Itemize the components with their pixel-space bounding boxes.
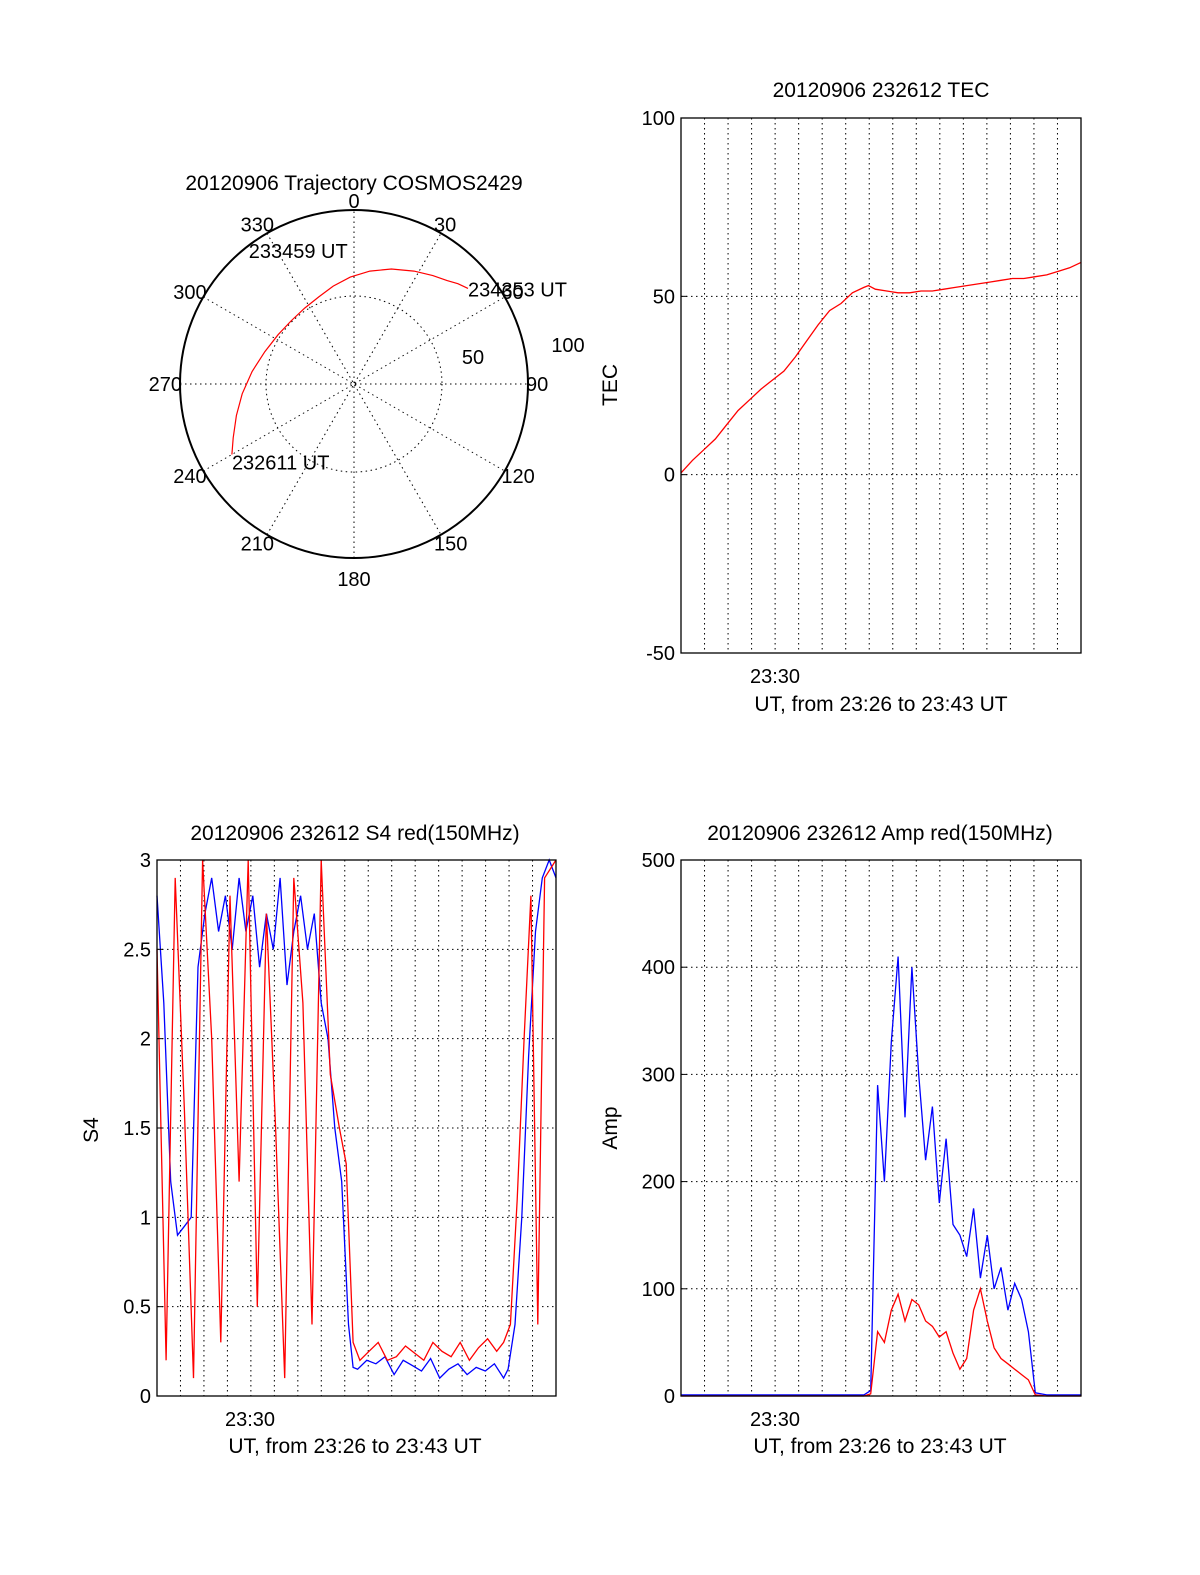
- s4-x-axis-label: UT, from 23:26 to 23:43 UT: [228, 1435, 481, 1458]
- s4-x-tick-label: 23:30: [225, 1409, 275, 1431]
- polar-azimuth-label: 330: [241, 215, 274, 237]
- s4-y-ticks: 0 0.5 1 1.5 2 2.5 3: [123, 850, 163, 1408]
- amp-series-line-1: [681, 1286, 1081, 1397]
- tec-y-tick-label: -50: [646, 643, 675, 665]
- amp-panel: 20120906 232612 Amp red(150MHz) 0 100 200 3…: [599, 822, 1082, 1458]
- s4-y-tick-label: 0: [140, 1386, 151, 1408]
- tec-y-tick-label: 0: [664, 465, 675, 487]
- tec-series-line-0: [680, 261, 1082, 474]
- tec-frame: [680, 117, 1082, 654]
- s4-title: 20120906 232612 S4 red(150MHz): [190, 822, 519, 845]
- tec-title: 20120906 232612 TEC: [773, 79, 990, 102]
- polar-ring-label-50: 50: [462, 347, 484, 369]
- trajectory-time-label: 233459 UT: [249, 241, 348, 263]
- s4-y-tick-label: 2: [140, 1029, 151, 1051]
- polar-spoke-60: [203, 296, 505, 472]
- amp-y-axis-label: Amp: [599, 1106, 622, 1149]
- polar-azimuth-label: 0: [348, 191, 359, 213]
- amp-y-tick-label: 200: [642, 1172, 675, 1194]
- s4-y-axis-label: S4: [80, 1117, 103, 1143]
- trajectory-time-label: 234353 UT: [468, 279, 567, 301]
- s4-series-line-1: [156, 859, 557, 1379]
- s4-grid: [157, 860, 556, 1396]
- amp-series: [681, 956, 1081, 1397]
- s4-y-tick-label: 1.5: [123, 1118, 151, 1140]
- trajectory-annotations: 234353 UT 233459 UT 232611 UT: [232, 241, 567, 474]
- tec-panel: 20120906 232612 TEC -50 0 50 100 23:30 UT, …: [599, 79, 1082, 716]
- polar-title: 20120906 Trajectory COSMOS2429: [185, 172, 522, 195]
- trajectory-time-label: 232611 UT: [232, 452, 329, 474]
- s4-frame: [156, 859, 557, 1397]
- tec-series: [680, 261, 1082, 474]
- amp-title: 20120906 232612 Amp red(150MHz): [707, 822, 1053, 845]
- amp-grid: [681, 860, 1081, 1396]
- polar-ring-label-100: 100: [551, 335, 584, 357]
- tec-x-tick-label: 23:30: [750, 666, 800, 688]
- trajectory-line: [231, 268, 469, 455]
- amp-y-tick-label: 0: [664, 1386, 675, 1408]
- tec-y-axis-label: TEC: [599, 364, 622, 406]
- s4-y-tick-label: 0.5: [123, 1297, 151, 1319]
- s4-y-tick-label: 3: [140, 850, 151, 872]
- amp-y-ticks: 0 100 200 300 400 500: [642, 850, 687, 1408]
- polar-azimuth-label: 240: [173, 466, 206, 488]
- polar-azimuth-label: 180: [337, 569, 370, 591]
- s4-series-line-0: [156, 858, 557, 1380]
- polar-outer-ring: [179, 209, 529, 559]
- polar-azimuth-ticks: 0 30 60 90 120 150 180 210 240 270 300 330: [149, 191, 549, 591]
- polar-azimuth-label: 300: [173, 282, 206, 304]
- tec-y-tick-label: 100: [642, 108, 675, 130]
- amp-y-tick-label: 500: [642, 850, 675, 872]
- amp-x-axis-label: UT, from 23:26 to 23:43 UT: [753, 1435, 1006, 1458]
- s4-panel: 20120906 232612 S4 red(150MHz) 0 0.5 1 1.5 2…: [80, 822, 557, 1458]
- polar-spoke-150: [266, 233, 442, 535]
- amp-series-line-0: [681, 956, 1081, 1396]
- amp-x-tick-label: 23:30: [750, 1409, 800, 1431]
- polar-azimuth-label: 30: [434, 215, 456, 237]
- polar-spoke-120: [203, 296, 505, 472]
- tec-y-tick-label: 50: [653, 286, 675, 308]
- tec-y-ticks: -50 0 50 100: [642, 108, 687, 665]
- polar-azimuth-label: 120: [501, 466, 534, 488]
- polar-grid: [180, 210, 528, 558]
- tec-grid: [681, 118, 1081, 653]
- s4-series: [156, 858, 557, 1380]
- polar-spoke-30: [266, 233, 442, 535]
- polar-trajectory-panel: 20120906 Trajectory COSMOS2429 0 30 60 90 12…: [149, 172, 585, 591]
- amp-y-tick-label: 400: [642, 957, 675, 979]
- polar-azimuth-label: 210: [241, 533, 274, 555]
- s4-y-tick-label: 2.5: [123, 939, 151, 961]
- amp-y-tick-label: 100: [642, 1279, 675, 1301]
- polar-azimuth-label: 270: [149, 374, 182, 396]
- amp-y-tick-label: 300: [642, 1064, 675, 1086]
- amp-frame: [680, 859, 1082, 1397]
- tec-x-axis-label: UT, from 23:26 to 23:43 UT: [754, 693, 1007, 716]
- s4-y-tick-label: 1: [140, 1207, 151, 1229]
- polar-azimuth-label: 90: [526, 374, 548, 396]
- polar-azimuth-label: 150: [434, 533, 467, 555]
- polar-azimuth-label: 60: [501, 282, 523, 304]
